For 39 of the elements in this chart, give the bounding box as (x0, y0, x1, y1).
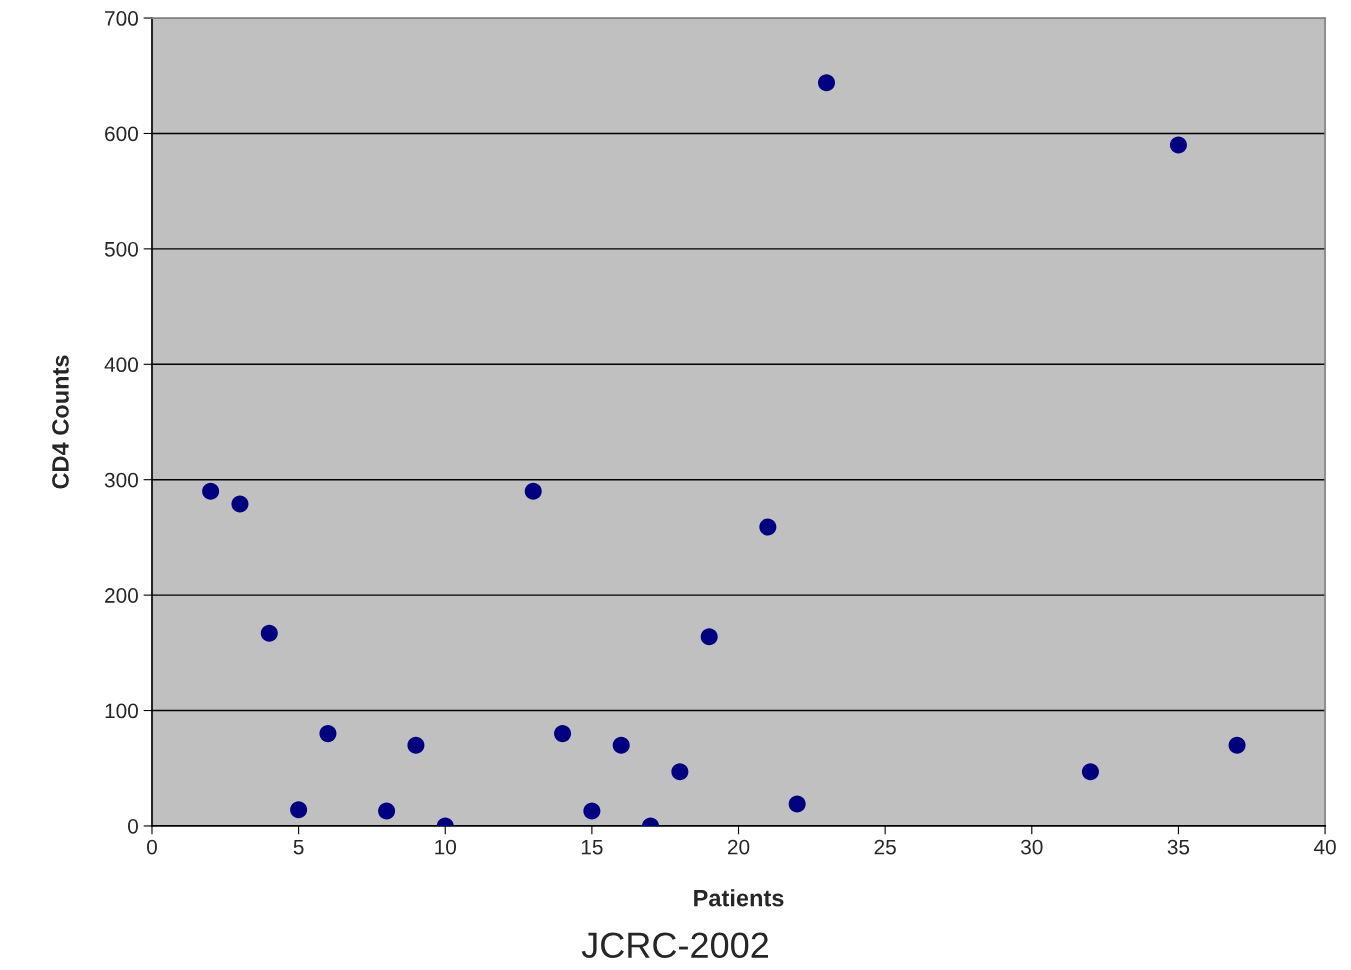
x-tick-label: 40 (1313, 839, 1336, 855)
y-tick-label: 300 (104, 472, 138, 488)
point (700, 628, 718, 646)
y-tick-label: 0 (128, 818, 138, 834)
point (524, 482, 542, 500)
x-tick-label: 20 (727, 839, 750, 855)
point (1228, 736, 1246, 754)
point (290, 801, 308, 819)
x-tick-label: 25 (874, 839, 896, 855)
point (671, 763, 689, 781)
x-tick-label: 35 (1167, 839, 1190, 855)
y-tick-label: 400 (104, 357, 138, 373)
point (1081, 763, 1099, 781)
y-tick-label: 500 (104, 241, 138, 257)
x-tick-label: 15 (581, 839, 603, 855)
point (788, 795, 806, 813)
y-tick-label: 700 (105, 11, 138, 26)
x-tick-label: 30 (1021, 839, 1043, 855)
point (319, 725, 337, 743)
point (231, 495, 249, 513)
point (554, 725, 572, 743)
y-axis-title: CD4 Counts (52, 355, 69, 489)
y-tick-label: 600 (105, 126, 138, 142)
point (202, 482, 220, 500)
point (407, 736, 425, 754)
point (260, 624, 278, 642)
y-tick-label: 200 (105, 588, 138, 603)
point (378, 802, 396, 820)
x-tick-label: 5 (293, 839, 304, 855)
x-tick-label: 10 (435, 839, 457, 855)
y-tick-label: 100 (105, 703, 138, 719)
point (818, 74, 836, 92)
point (583, 802, 601, 820)
x-tick-label: 0 (147, 839, 157, 855)
point (612, 736, 630, 754)
x-axis-title: Patients (694, 889, 784, 907)
point (1169, 136, 1187, 154)
point (759, 518, 777, 536)
text: JCRC-2002 (581, 932, 769, 959)
